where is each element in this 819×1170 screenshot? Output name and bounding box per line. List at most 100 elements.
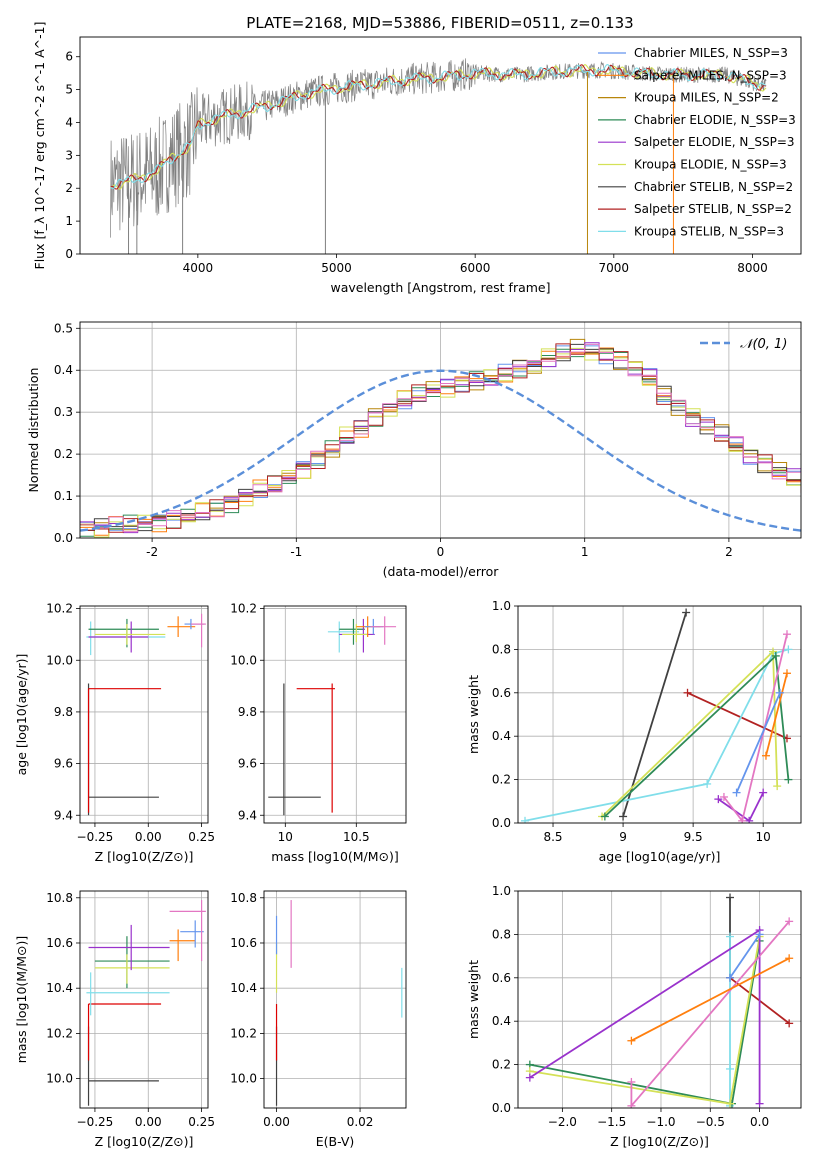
y-tick-label: 0.6	[492, 971, 511, 985]
y-tick-label: 10.2	[230, 1026, 257, 1040]
x-tick-label: −0.25	[77, 1115, 114, 1129]
chart-age-vs-z: −0.25 0.00 0.25 9.4 9.6 9.8 10.0 10.2 Z [log10(Z…	[14, 602, 215, 864]
x-tick-label: 0.00	[135, 1115, 162, 1129]
y-tick-label: 0.3	[54, 405, 73, 419]
y-axis-label: mass [log10(M/M⊙)]	[14, 936, 29, 1064]
x-tick-label: 8.5	[543, 830, 562, 844]
x-tick-label: 10	[756, 830, 771, 844]
figure-title: PLATE=2168, MJD=53886, FIBERID=0511, z=0…	[246, 14, 633, 32]
chart-mass-vs-z: −0.25 0.00 0.25 10.0 10.2 10.4 10.6 10.8 Z [log1…	[14, 890, 215, 1149]
y-tick-label: 0.8	[492, 642, 511, 656]
legend-label: Chabrier MILES, N_SSP=3	[634, 46, 788, 60]
y-tick-label: 0.1	[54, 489, 73, 503]
legend-label: Chabrier ELODIE, N_SSP=3	[634, 113, 796, 127]
chart-age-vs-mass: 10 10.5 9.4 9.6 9.8 10.0 10.2 mass [log10(M/M⊙)…	[230, 602, 407, 864]
x-axis-label: Z [log10(Z/Z⊙)]	[95, 1134, 194, 1149]
y-tick-label: 1.0	[492, 599, 511, 613]
weight-line	[687, 691, 788, 740]
y-tick-label: 0.0	[492, 1101, 511, 1115]
x-tick-label: 0.25	[188, 830, 215, 844]
x-tick-label: 0.0	[750, 1115, 769, 1129]
axes-frame	[79, 321, 802, 539]
legend-label: Kroupa STELIB, N_SSP=3	[634, 224, 784, 238]
y-tick-label: 10.6	[46, 936, 73, 950]
y-tick-label: 0.8	[492, 927, 511, 941]
axes-frame	[263, 890, 407, 1109]
plot-area	[86, 613, 206, 816]
chart-spectrum: 4000 5000 6000 7000 8000 0 1 2 3 4 5 6 wavelength [A…	[32, 22, 802, 295]
x-axis-label: mass [log10(M/M⊙)]	[271, 849, 399, 864]
x-tick-label: 0.00	[263, 1115, 290, 1129]
x-axis-label: age [log10(age/yr)]	[599, 849, 721, 864]
y-axis-label: Flux [f_λ 10^-17 erg cm^-2 s^-1 A^-1]	[32, 22, 47, 270]
y-tick-label: 0.4	[54, 363, 73, 377]
chart-mass-vs-ebv: 0.00 0.02 10.0 10.2 10.4 10.6 10.8 E(B-V)	[230, 890, 407, 1149]
x-tick-label: 2	[725, 545, 733, 559]
axes-frame	[79, 890, 209, 1109]
axes-frame	[517, 890, 802, 1109]
plot-area	[521, 608, 793, 823]
y-tick-label: 4	[65, 115, 73, 129]
y-tick-label: 0.4	[492, 1014, 511, 1028]
x-tick-label: 9	[619, 830, 627, 844]
x-tick-label: −0.25	[77, 830, 114, 844]
x-axis-label: Z [log10(Z/Z⊙)]	[95, 849, 194, 864]
weight-line	[529, 940, 761, 1105]
axes-frame	[79, 605, 209, 824]
x-tick-label: 0.25	[188, 1115, 215, 1129]
y-tick-label: 10.6	[230, 936, 257, 950]
weight-line	[729, 933, 761, 979]
model-spectrum	[110, 64, 767, 190]
y-tick-label: 5	[65, 83, 73, 97]
axes-frame	[263, 605, 407, 824]
legend-label: Kroupa ELODIE, N_SSP=3	[634, 158, 787, 172]
x-tick-label: −2.0	[548, 1115, 577, 1129]
weight-line	[529, 928, 761, 1104]
y-tick-label: 0.0	[54, 531, 73, 545]
legend-label: Kroupa MILES, N_SSP=2	[634, 91, 779, 105]
x-tick-label: 6000	[460, 261, 491, 275]
weight-line	[765, 673, 788, 756]
axes-frame	[79, 36, 802, 255]
y-tick-label: 1.0	[492, 884, 511, 898]
y-tick-label: 10.2	[46, 1026, 73, 1040]
plot-area	[275, 900, 403, 1106]
residual-histogram	[80, 348, 801, 537]
legend-label: 𝒩(0, 1)	[740, 337, 787, 352]
x-tick-label: -2	[146, 545, 158, 559]
x-tick-label: 10.5	[343, 830, 370, 844]
y-tick-label: 0.5	[54, 321, 73, 335]
y-tick-label: 0.2	[492, 773, 511, 787]
y-tick-label: 0.4	[492, 729, 511, 743]
y-tick-label: 9.6	[54, 757, 73, 771]
residual-histogram	[80, 345, 801, 531]
chart-residuals: -2 -1 0 1 2 0.0 0.1 0.2 0.3 0.4 0.5 (data-model)/er…	[26, 321, 802, 579]
y-tick-label: 9.8	[54, 705, 73, 719]
y-tick-label: 10.0	[46, 653, 73, 667]
y-tick-label: 10.2	[46, 602, 73, 616]
y-tick-label: 10.0	[230, 653, 257, 667]
legend-label: Salpeter STELIB, N_SSP=2	[634, 202, 792, 216]
residual-histogram	[80, 338, 801, 531]
y-tick-label: 10.4	[230, 981, 257, 995]
x-tick-label: 7000	[599, 261, 630, 275]
y-tick-label: 0.2	[492, 1058, 511, 1072]
x-tick-label: 5000	[321, 261, 352, 275]
y-tick-label: 0	[65, 247, 73, 261]
x-axis-label: E(B-V)	[316, 1134, 355, 1149]
axes-frame	[517, 605, 802, 824]
y-tick-label: 10.4	[46, 981, 73, 995]
y-axis-label: Normed distribution	[26, 368, 41, 493]
weight-line	[735, 692, 781, 793]
y-tick-label: 0.2	[54, 447, 73, 461]
plot-area	[268, 616, 397, 816]
x-tick-label: 0.00	[135, 830, 162, 844]
y-tick-label: 3	[65, 148, 73, 162]
x-axis-label: Z [log10(Z/Z⊙)]	[610, 1134, 709, 1149]
y-tick-label: 1	[65, 214, 73, 228]
y-tick-label: 9.4	[54, 808, 73, 822]
y-axis-label: mass weight	[466, 960, 481, 1039]
weight-line	[622, 612, 687, 817]
y-tick-label: 10.0	[230, 1072, 257, 1086]
y-tick-label: 10.8	[230, 891, 257, 905]
